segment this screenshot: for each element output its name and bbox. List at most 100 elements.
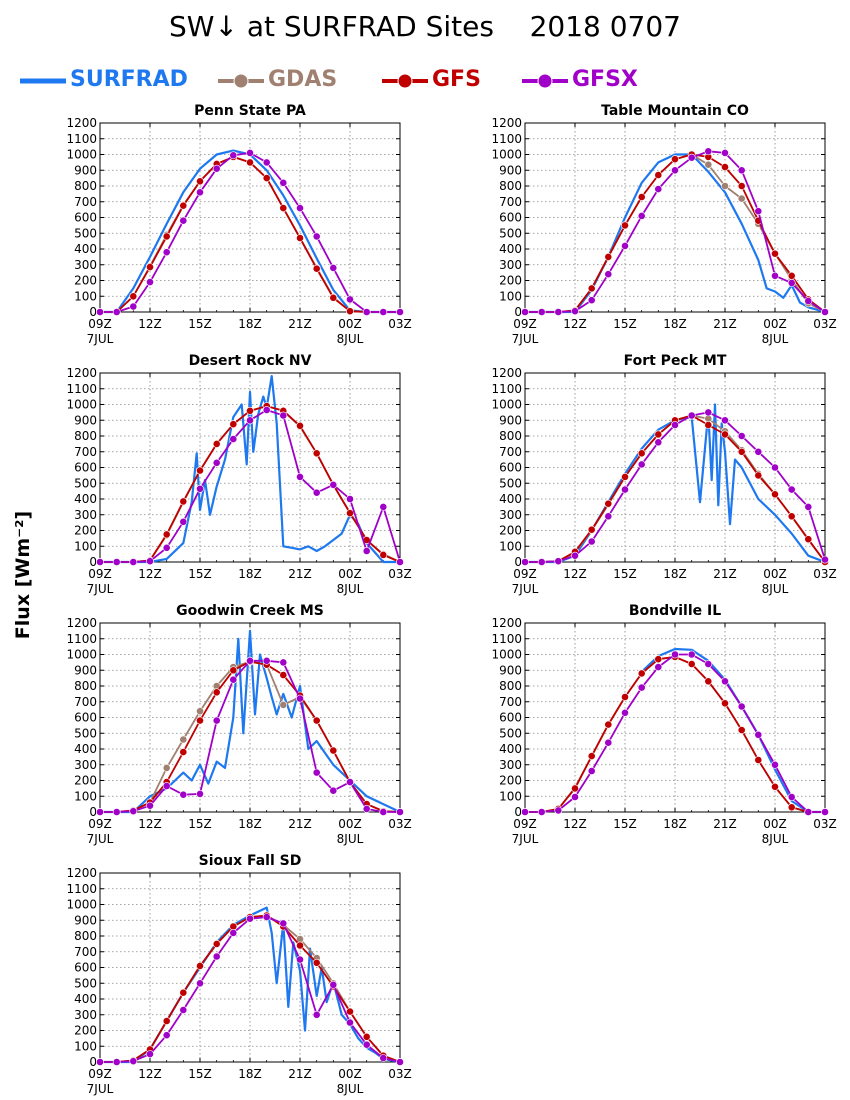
- data-point-gfs: [771, 249, 779, 258]
- x-date-label: 8JUL: [337, 332, 364, 346]
- data-point-gfsx: [787, 793, 796, 801]
- data-point-gfs: [312, 449, 321, 458]
- data-point-gfs: [637, 449, 646, 458]
- y-tick-label: 0: [89, 805, 97, 819]
- data-point-gfs: [379, 551, 388, 559]
- data-point-gfsx: [754, 207, 763, 216]
- data-point-gfs: [621, 221, 629, 230]
- y-tick-label: 1100: [66, 132, 97, 146]
- x-tick-label: 18Z: [238, 317, 262, 331]
- x-tick-label: 09Z: [88, 317, 112, 331]
- y-tick-label: 1100: [66, 882, 97, 896]
- data-point-gfs: [296, 421, 304, 430]
- x-date-label: 7JUL: [87, 832, 114, 846]
- y-tick-label: 700: [74, 695, 97, 709]
- data-point-gfsx: [279, 658, 288, 667]
- y-tick-label: 0: [514, 805, 522, 819]
- chart-panel-sioux-fall-sd: Sioux Fall SD010020030040050060070080090…: [66, 853, 411, 1096]
- x-date-label: 8JUL: [762, 832, 789, 846]
- y-tick-label: 300: [74, 1008, 97, 1022]
- data-point-gfs: [654, 655, 663, 664]
- data-point-gfs: [179, 988, 188, 997]
- x-tick-label: 03Z: [388, 817, 412, 831]
- plot-frame: [99, 622, 401, 813]
- y-tick-label: 1100: [491, 632, 522, 646]
- x-tick-label: 09Z: [513, 317, 537, 331]
- y-tick-label: 0: [89, 555, 97, 569]
- legend-label: SURFRAD: [70, 67, 188, 92]
- x-date-label: 7JUL: [87, 1082, 114, 1096]
- x-tick-label: 00Z: [338, 817, 362, 831]
- data-point-gfsx: [96, 308, 104, 316]
- data-point-gfsx: [604, 270, 613, 279]
- data-point-gfs: [787, 271, 796, 280]
- data-point-gfs: [312, 716, 321, 725]
- y-tick-label: 500: [74, 726, 97, 740]
- chart-panel-fort-peck-mt: Fort Peck MT0100200300400500600700800900…: [491, 353, 836, 596]
- x-tick-label: 15Z: [613, 317, 637, 331]
- x-tick-label: 15Z: [188, 317, 212, 331]
- data-point-gfsx: [329, 263, 338, 272]
- x-tick-label: 09Z: [88, 567, 112, 581]
- y-tick-label: 500: [74, 226, 97, 240]
- data-point-gfsx: [279, 411, 288, 420]
- data-point-gfsx: [246, 914, 254, 923]
- y-tick-label: 1000: [66, 398, 97, 412]
- y-tick-label: 600: [499, 211, 522, 225]
- data-point-gfsx: [771, 463, 779, 472]
- data-point-gfs: [704, 677, 713, 686]
- data-point-gfs: [587, 752, 596, 760]
- y-tick-label: 400: [74, 992, 97, 1006]
- data-point-gfsx: [804, 502, 813, 511]
- y-tick-label: 400: [74, 492, 97, 506]
- y-tick-label: 1000: [66, 898, 97, 912]
- x-tick-label: 00Z: [763, 567, 787, 581]
- plot-frame: [524, 622, 826, 813]
- data-point-gfsx: [146, 557, 154, 566]
- data-point-gfs: [196, 177, 204, 186]
- legend-marker-swatch: [382, 73, 428, 89]
- data-point-gfs: [721, 430, 729, 439]
- data-point-gfsx: [704, 408, 713, 417]
- data-point-gfsx: [229, 151, 238, 160]
- data-point-gfs: [162, 232, 171, 241]
- data-point-gfsx: [229, 435, 238, 443]
- plot-frame: [99, 122, 401, 313]
- data-point-gfsx: [162, 248, 171, 257]
- y-tick-label: 800: [74, 679, 97, 693]
- data-point-gfsx: [671, 421, 679, 429]
- data-point-gfs: [771, 490, 779, 499]
- x-tick-label: 03Z: [388, 567, 412, 581]
- data-point-gfsx: [146, 1050, 154, 1058]
- y-tick-label: 200: [499, 274, 522, 288]
- data-point-gfsx: [654, 185, 663, 193]
- data-point-gfsx: [787, 278, 796, 287]
- data-point-gfsx: [262, 656, 271, 665]
- y-tick-label: 1000: [66, 148, 97, 162]
- data-point-gfsx: [362, 547, 371, 555]
- y-tick-label: 200: [499, 524, 522, 538]
- y-tick-label: 700: [74, 445, 97, 459]
- x-tick-label: 00Z: [338, 317, 362, 331]
- x-tick-label: 03Z: [388, 317, 412, 331]
- data-point-gfsx: [821, 308, 829, 316]
- data-point-gfsx: [604, 512, 613, 521]
- data-point-gfsx: [229, 929, 238, 937]
- plot-frame: [99, 872, 401, 1063]
- data-point-gfsx: [312, 1010, 321, 1019]
- y-tick-label: 200: [74, 274, 97, 288]
- data-point-gfsx: [737, 432, 746, 440]
- chart-panel-table-mountain-co: Table Mountain CO01002003004005006007008…: [491, 103, 836, 346]
- data-point-gfsx: [379, 1054, 388, 1062]
- x-tick-label: 15Z: [188, 1067, 212, 1081]
- y-tick-label: 500: [499, 476, 522, 490]
- x-date-label: 7JUL: [87, 332, 114, 346]
- data-point-gfsx: [379, 502, 388, 511]
- plot-frame: [524, 372, 826, 563]
- data-point-gfs: [687, 660, 696, 668]
- data-point-gfsx: [262, 913, 271, 921]
- y-tick-label: 400: [499, 492, 522, 506]
- x-tick-label: 03Z: [813, 817, 837, 831]
- data-point-gfsx: [129, 302, 138, 311]
